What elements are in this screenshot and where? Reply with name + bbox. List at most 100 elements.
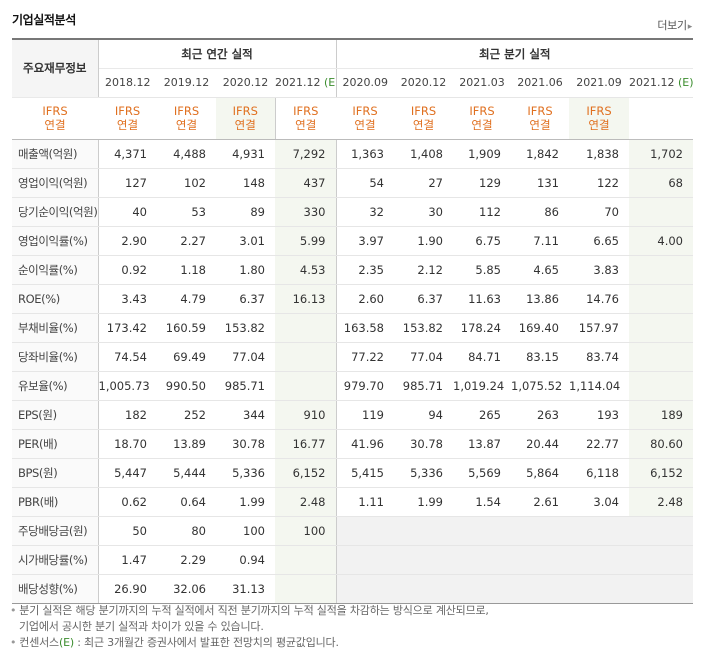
data-cell: 1.99 — [216, 487, 275, 517]
ifrs-label: IFRS — [173, 104, 200, 118]
data-cell — [511, 545, 569, 575]
data-cell: 127 — [98, 168, 157, 198]
ifrs-header: IFRS 연결 — [511, 97, 569, 140]
data-cell: 1.11 — [336, 487, 394, 517]
period-label: 2021.09 — [576, 76, 622, 89]
data-cell: 77.22 — [336, 342, 394, 372]
data-cell: 54 — [336, 168, 394, 198]
data-cell: 31.13 — [216, 574, 275, 604]
data-cell — [629, 371, 693, 401]
data-cell: 5.85 — [453, 255, 511, 285]
row-label: 부채비율(%) — [12, 312, 99, 343]
data-cell: 265 — [453, 399, 511, 430]
data-cell: 77.04 — [216, 342, 275, 372]
period-header: 2021.03 — [453, 68, 511, 98]
period-header: 2020.09 — [336, 68, 394, 98]
ifrs-label: IFRS — [410, 104, 437, 118]
data-cell: 27 — [394, 168, 453, 198]
table-row: 유보율(%) 1,005.73 990.50 985.71 979.70 985.71 1,… — [12, 371, 693, 401]
data-cell: 5,336 — [394, 458, 453, 488]
row-label: ROE(%) — [12, 284, 99, 314]
data-cell: 437 — [275, 168, 337, 198]
data-cell — [394, 545, 453, 575]
data-cell: 3.43 — [98, 284, 157, 314]
ifrs-header: IFRS 연결 — [98, 97, 157, 140]
data-cell: 69.49 — [157, 342, 216, 372]
ifrs-header: IFRS 연결 — [336, 97, 394, 140]
data-cell: 53 — [157, 197, 216, 227]
data-cell: 4.53 — [275, 255, 337, 285]
data-cell — [629, 284, 693, 314]
period-header: 2020.12 — [216, 68, 275, 98]
table-row: ROE(%) 3.43 4.79 6.37 16.13 2.60 6.37 11.63 13.8… — [12, 284, 693, 314]
consolidated-label: 연결 — [295, 118, 317, 132]
data-cell: 94 — [394, 399, 453, 430]
data-cell: 1.18 — [157, 255, 216, 285]
footnote-2: • 컨센서스(E) : 최근 3개월간 증권사에서 발표한 전망치의 평균값입니다… — [10, 635, 489, 651]
data-cell: 1,702 — [629, 138, 693, 169]
data-cell: 1.90 — [394, 225, 453, 256]
data-cell: 1,842 — [511, 138, 569, 169]
data-cell — [629, 197, 693, 227]
row-label: 당기순이익(억원) — [12, 197, 99, 227]
consolidated-label: 연결 — [529, 118, 551, 132]
data-cell: 22.77 — [569, 429, 629, 459]
consolidated-label: 연결 — [354, 118, 376, 132]
data-cell: 129 — [453, 168, 511, 198]
data-cell: 1,363 — [336, 138, 394, 169]
ifrs-label: IFRS — [469, 104, 495, 118]
data-cell — [629, 574, 693, 604]
data-cell: 5,444 — [157, 458, 216, 488]
period-label: 2018.12 — [105, 76, 151, 89]
table-row: 영업이익률(%) 2.90 2.27 3.01 5.99 3.97 1.90 6.75 7.11… — [12, 225, 693, 256]
data-cell: 100 — [216, 515, 275, 546]
data-cell: 4,371 — [98, 138, 157, 169]
period-header: 2020.12 — [394, 68, 453, 98]
data-cell — [511, 574, 569, 604]
data-cell: 13.87 — [453, 429, 511, 459]
data-cell — [336, 515, 394, 546]
data-cell: 6.37 — [394, 284, 453, 314]
row-label: 당좌비율(%) — [12, 342, 99, 372]
ifrs-header: IFRS 연결 — [394, 97, 453, 140]
data-cell: 80 — [157, 515, 216, 546]
table-row: 당기순이익(억원) 40 53 89 330 32 30 112 86 70 — [12, 197, 693, 227]
data-cell: 163.58 — [336, 312, 394, 343]
period-header: 2019.12 — [157, 68, 216, 98]
data-cell: 16.77 — [275, 429, 337, 459]
data-cell: 990.50 — [157, 371, 216, 401]
data-cell — [629, 255, 693, 285]
data-cell: 112 — [453, 197, 511, 227]
data-cell: 910 — [275, 399, 337, 430]
data-cell: 330 — [275, 197, 337, 227]
footnote-1-line1: 분기 실적은 해당 분기까지의 누적 실적에서 직전 분기까지의 누적 실적을 … — [19, 604, 489, 617]
period-header: 2021.12 (E) — [275, 68, 337, 98]
data-cell: 80.60 — [629, 429, 693, 459]
data-cell: 1.47 — [98, 545, 157, 575]
data-cell: 5,447 — [98, 458, 157, 488]
data-cell: 0.94 — [216, 545, 275, 575]
table-row: 순이익률(%) 0.92 1.18 1.80 4.53 2.35 2.12 5.85 4.65 3… — [12, 255, 693, 285]
data-cell: 6,152 — [275, 458, 337, 488]
footnote-2-prefix: 컨센서스 — [19, 636, 59, 649]
estimate-mark: (E) — [324, 76, 336, 89]
data-cell — [569, 515, 629, 546]
data-cell: 68 — [629, 168, 693, 198]
row-label: 순이익률(%) — [12, 255, 99, 285]
more-link[interactable]: 더보기▸ — [657, 17, 692, 33]
data-cell: 5.99 — [275, 225, 337, 256]
data-cell: 6,152 — [629, 458, 693, 488]
data-cell: 189 — [629, 399, 693, 430]
data-cell — [629, 545, 693, 575]
ifrs-label: IFRS — [114, 104, 141, 118]
data-cell — [394, 574, 453, 604]
period-label: 2020.12 — [222, 76, 269, 89]
data-cell: 32.06 — [157, 574, 216, 604]
period-label: 2020.12 — [400, 76, 447, 89]
data-cell: 148 — [216, 168, 275, 198]
period-label: 2021.12 — [629, 76, 675, 89]
data-cell: 16.13 — [275, 284, 337, 314]
data-cell: 2.90 — [98, 225, 157, 256]
data-cell: 1,838 — [569, 138, 629, 169]
data-cell — [629, 515, 693, 546]
